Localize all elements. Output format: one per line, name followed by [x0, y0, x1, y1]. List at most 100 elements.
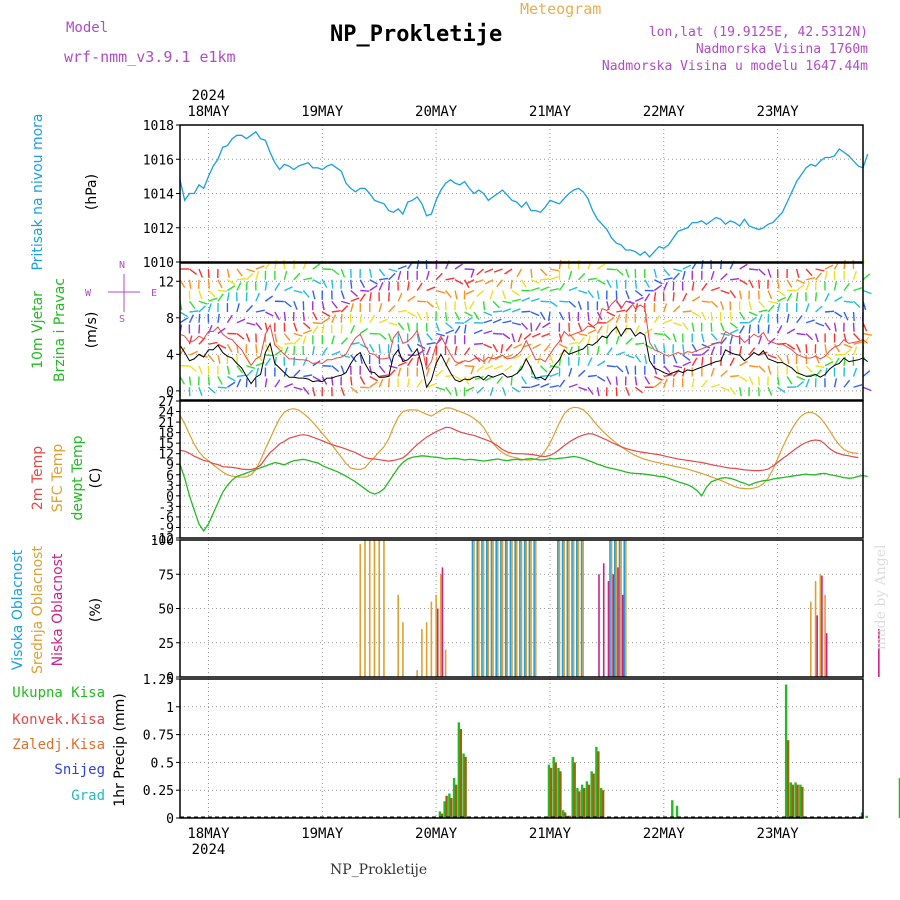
cloud-bar-high	[576, 540, 578, 677]
wind-barb	[738, 387, 742, 397]
panel-frame-precip	[179, 678, 864, 819]
wind-ylabel-2: Brzina i Pravac	[52, 278, 68, 382]
wind-tick-label: 0	[166, 385, 174, 400]
wind-barb	[729, 322, 738, 329]
wind-barb	[188, 376, 192, 386]
precip-legend-item: Snijeg	[54, 762, 105, 778]
wind-barb	[815, 365, 825, 369]
wind-barb	[513, 343, 522, 349]
wind-barb	[331, 309, 341, 313]
wind-barb	[543, 343, 551, 352]
wind-barb	[312, 322, 322, 325]
cloud-bar-mid	[397, 594, 399, 677]
wind-barb	[426, 383, 436, 388]
wind-barb	[179, 347, 186, 356]
wind-barb	[217, 293, 224, 302]
wind-barb	[331, 314, 337, 324]
wind-barb	[340, 365, 345, 375]
wind-barb	[369, 292, 372, 302]
wind-barb	[293, 337, 301, 345]
wind-barb	[739, 263, 748, 270]
wind-barb	[500, 344, 504, 354]
wind-barb	[758, 365, 766, 373]
wind-barb	[188, 279, 192, 289]
cloud-bar-mid	[620, 540, 622, 677]
wind-barb	[738, 290, 743, 300]
wind-barb	[701, 282, 708, 291]
wind-barb	[682, 292, 688, 302]
cloud-bar-mid	[444, 649, 447, 677]
wind-barb	[476, 268, 485, 276]
temp-tick-label: 27	[158, 395, 174, 410]
wind-barb	[833, 281, 837, 291]
pressure-tick-label: 1010	[143, 256, 174, 271]
wind-barb	[340, 313, 343, 323]
wind-barb	[587, 277, 597, 281]
wind-barb	[654, 332, 664, 336]
pressure-tick-label: 1012	[143, 222, 174, 237]
wind-barb	[303, 277, 313, 281]
wind-barb	[476, 386, 485, 394]
wind-tick-label: 4	[166, 348, 174, 363]
wind-barb	[511, 289, 520, 297]
wind-barb	[379, 277, 389, 281]
model-altitude-label: Nadmorska Visina u modelu 1647.44m	[601, 59, 868, 74]
wind-barb	[767, 354, 777, 359]
wind-barb	[198, 305, 206, 313]
wind-barb	[862, 289, 872, 295]
wind-barb	[653, 365, 658, 375]
wind-barb	[492, 332, 503, 335]
wind-barb	[549, 354, 554, 364]
wind-barb	[284, 383, 293, 388]
wind-barb	[606, 365, 616, 368]
precip-tick-label: 0.5	[151, 756, 174, 771]
wind-barb	[487, 354, 494, 364]
wind-barb	[691, 311, 701, 318]
wind-barb	[843, 282, 851, 291]
wind-barb	[369, 343, 375, 353]
cloud-bar-low	[436, 608, 439, 677]
wind-barb	[568, 383, 578, 388]
wind-barb	[795, 268, 800, 278]
wind-barb	[189, 310, 199, 313]
wind-barb	[378, 365, 386, 374]
wind-barb	[505, 343, 513, 352]
wind-barb	[720, 369, 728, 378]
cloud-bar-mid	[430, 601, 433, 677]
wind-barb	[833, 378, 838, 388]
wind-barb	[644, 354, 648, 364]
temp-tick-label: -12	[151, 532, 174, 547]
precip-bar-total	[799, 784, 802, 818]
wind-barb	[577, 301, 582, 310]
cloud-bar-mid	[525, 540, 528, 677]
wind-barb	[454, 279, 464, 285]
wind-barb	[720, 273, 728, 281]
wind-barb	[558, 311, 565, 321]
wind-barb	[406, 378, 410, 388]
cloud-bar-mid	[819, 574, 822, 677]
temp-tick-label: -9	[158, 521, 174, 536]
wind-barb	[416, 356, 420, 366]
wind-barb	[255, 309, 265, 313]
wind-barb	[483, 330, 493, 335]
wind-barb	[739, 279, 748, 286]
wind-barb	[359, 327, 369, 335]
precip-bar-total	[590, 771, 593, 818]
cloud-bar-mid	[482, 540, 485, 677]
cloud-bar-mid	[473, 540, 475, 677]
wind-barb	[542, 322, 551, 329]
wind-unit: (m/s)	[84, 312, 100, 349]
wind-barb	[340, 268, 346, 278]
precip-tick-label: 1	[166, 701, 174, 716]
wind-barb	[331, 350, 341, 356]
wind-barb	[862, 273, 871, 281]
temp-ylabel-dew: dewpt Temp	[70, 435, 86, 520]
wind-barb	[302, 357, 308, 367]
precip-bar-total	[898, 777, 900, 818]
wind-barb	[786, 354, 790, 364]
wind-barb	[470, 268, 475, 278]
wind-barb	[834, 311, 843, 318]
wind-barb	[843, 343, 853, 349]
year-label-bottom: 2024	[192, 842, 226, 858]
wind-barb	[568, 270, 573, 280]
